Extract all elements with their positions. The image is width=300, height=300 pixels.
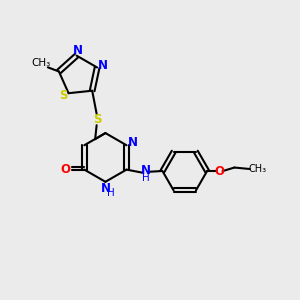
- Text: S: S: [59, 89, 68, 102]
- Text: H: H: [107, 188, 115, 198]
- Text: CH₃: CH₃: [32, 58, 51, 68]
- Text: O: O: [61, 163, 70, 176]
- Text: N: N: [101, 182, 111, 195]
- Text: CH₃: CH₃: [248, 164, 266, 174]
- Text: S: S: [93, 113, 102, 126]
- Text: N: N: [128, 136, 137, 149]
- Text: O: O: [214, 165, 224, 178]
- Text: N: N: [73, 44, 83, 57]
- Text: H: H: [142, 173, 149, 183]
- Text: N: N: [140, 164, 151, 177]
- Text: N: N: [98, 59, 108, 73]
